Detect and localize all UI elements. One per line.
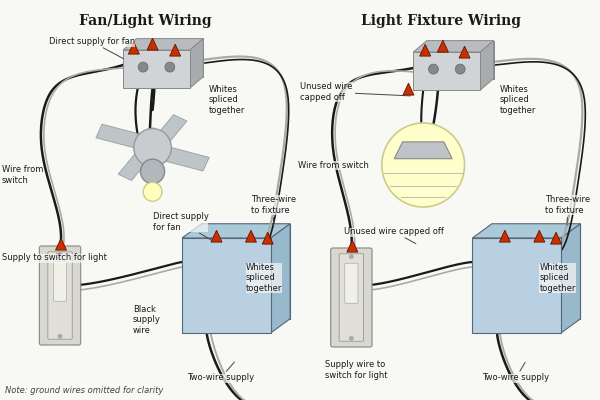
Text: Unused wire
capped off: Unused wire capped off [300,82,410,102]
Text: Whites
spliced
together: Whites spliced together [209,85,245,115]
Text: Two-wire supply: Two-wire supply [482,362,550,382]
Polygon shape [190,39,203,88]
Polygon shape [202,224,290,319]
Polygon shape [561,224,580,333]
Circle shape [349,254,354,259]
Text: Direct supply for fan: Direct supply for fan [49,38,136,59]
Text: Three-wire
to fixture: Three-wire to fixture [251,195,296,227]
Polygon shape [499,230,511,242]
Text: Black
supply
wire: Black supply wire [133,305,161,335]
Text: Wire from switch: Wire from switch [298,160,369,170]
Polygon shape [413,41,494,52]
Text: Whites
spliced
together: Whites spliced together [246,263,283,293]
Circle shape [455,64,465,74]
Text: Two-wire supply: Two-wire supply [187,362,254,382]
Polygon shape [211,230,222,242]
Circle shape [140,159,164,184]
Text: Supply wire to
switch for light: Supply wire to switch for light [325,360,387,380]
Polygon shape [170,44,181,56]
Polygon shape [534,230,545,242]
Circle shape [428,64,439,74]
Text: Unused wire capped off: Unused wire capped off [344,228,445,244]
FancyBboxPatch shape [345,263,358,303]
Text: Supply to switch for light: Supply to switch for light [2,254,107,262]
Polygon shape [123,39,203,50]
Polygon shape [128,42,139,54]
Circle shape [143,182,162,201]
Circle shape [58,334,62,339]
Circle shape [382,123,464,207]
Polygon shape [551,232,562,244]
Polygon shape [492,224,580,319]
Circle shape [165,62,175,72]
Circle shape [138,62,148,72]
Polygon shape [262,232,273,244]
Polygon shape [419,44,431,56]
Circle shape [134,128,171,167]
FancyBboxPatch shape [53,261,67,301]
Text: Direct supply
for fan: Direct supply for fan [152,212,212,240]
Polygon shape [245,230,256,242]
Polygon shape [96,124,157,152]
Polygon shape [459,46,470,58]
Polygon shape [123,50,190,88]
Polygon shape [148,115,187,152]
Polygon shape [182,238,271,333]
FancyBboxPatch shape [339,254,364,341]
Polygon shape [437,40,448,52]
Text: Whites
spliced
together: Whites spliced together [539,263,576,293]
Text: Wire from
switch: Wire from switch [2,165,43,185]
Polygon shape [271,224,290,333]
Text: Light Fixture Wiring: Light Fixture Wiring [361,14,521,28]
Text: Fan/Light Wiring: Fan/Light Wiring [79,14,212,28]
Circle shape [349,336,354,341]
Polygon shape [182,224,290,238]
Polygon shape [394,142,452,159]
FancyBboxPatch shape [331,248,372,347]
Polygon shape [472,224,580,238]
FancyBboxPatch shape [48,252,72,339]
Polygon shape [403,83,414,95]
Polygon shape [472,238,561,333]
Polygon shape [427,41,494,78]
Polygon shape [136,39,203,77]
Text: Note: ground wires omitted for clarity: Note: ground wires omitted for clarity [5,386,163,395]
FancyBboxPatch shape [40,246,81,345]
Polygon shape [148,143,209,171]
Polygon shape [413,52,480,90]
Polygon shape [56,238,67,250]
Text: Three-wire
to fixture: Three-wire to fixture [545,195,590,225]
Circle shape [58,252,62,257]
Polygon shape [147,38,158,50]
Polygon shape [347,240,358,252]
Text: Whites
spliced
together: Whites spliced together [500,85,536,115]
Polygon shape [480,41,494,90]
Polygon shape [118,143,157,180]
